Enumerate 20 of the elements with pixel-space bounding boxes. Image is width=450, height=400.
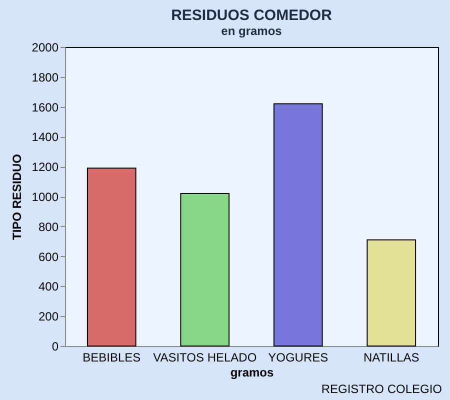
y-tick-label: 200 (38, 310, 59, 324)
chart-subtitle: en gramos (221, 24, 282, 38)
y-axis-title: TIPO RESIDUO (10, 154, 24, 240)
x-axis-title: gramos (230, 366, 274, 380)
y-tick-label: 0 (52, 340, 59, 354)
chart-title: RESIDUOS COMEDOR (171, 7, 332, 24)
x-tick-label: YOGURES (268, 350, 328, 364)
y-tick-label: 800 (38, 220, 59, 234)
y-tick-label: 1000 (32, 190, 59, 204)
y-tick-label: 1800 (32, 70, 59, 84)
y-tick-label: 1200 (32, 160, 59, 174)
x-tick-label: VASITOS HELADO (153, 350, 257, 364)
y-tick-label: 1600 (32, 100, 59, 114)
text: REGISTRO COLEGIO (321, 382, 442, 396)
x-tick-label: NATILLAS (363, 350, 420, 364)
x-tick-label: BEBIBLES (82, 350, 141, 364)
y-tick-label: 2000 (32, 40, 59, 54)
y-tick-label: 400 (38, 280, 59, 294)
y-tick-label: 1400 (32, 130, 59, 144)
y-tick-label: 600 (38, 250, 59, 264)
